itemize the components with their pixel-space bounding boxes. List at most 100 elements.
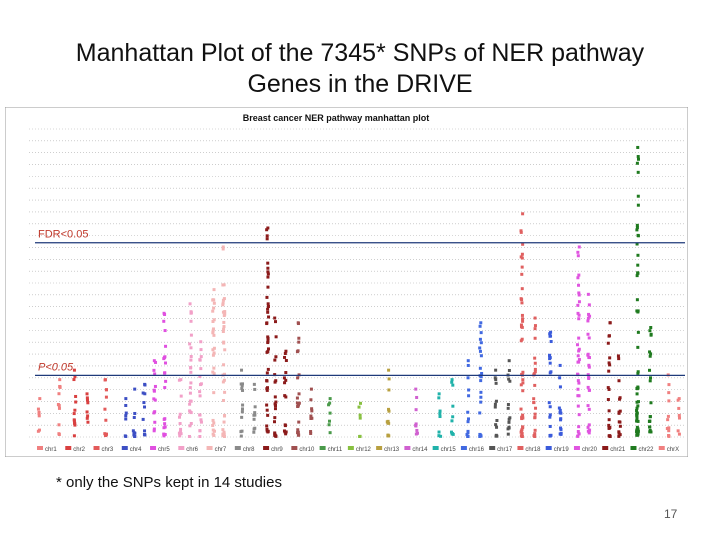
snp-point-chr6 [198,394,202,398]
snp-point-chr21 [607,387,611,391]
snp-point-chr18 [533,383,537,387]
snp-point-chr21 [618,397,622,401]
snp-point-chr9 [284,349,288,353]
snp-point-chr8 [240,429,244,433]
legend-swatch-chr20 [573,446,580,450]
snp-point-chr8 [240,407,244,411]
snp-point-chr6 [188,342,192,346]
snp-point-chr6 [189,333,193,337]
snp-point-chr6 [198,390,202,394]
legend-swatch-chr9 [263,446,270,450]
snp-point-chr17 [494,423,498,427]
snp-point-chr13 [387,409,391,413]
snp-point-chr7 [222,283,226,287]
snp-point-chr6 [189,370,193,374]
snp-point-chr10 [310,409,314,413]
chart-title: Breast cancer NER pathway manhattan plot [243,113,430,123]
snp-point-chr6 [178,434,182,438]
snp-point-chr21 [607,409,611,413]
snp-point-chrX [667,429,671,433]
snp-point-chr18 [533,416,537,420]
threshold-lines: FDR<0.05 P<0.05 [35,229,685,376]
snp-point-chr22 [649,376,653,380]
snp-point-chr9 [283,351,287,355]
snp-point-chr13 [386,419,390,423]
snp-point-chr16 [465,433,469,437]
snp-point-chr7 [211,348,215,352]
snp-point-chr4 [124,411,128,415]
snp-point-chr20 [586,319,590,323]
snp-point-chr13 [387,368,391,372]
legend-swatch-chr6 [178,446,185,450]
snp-point-chr17 [494,399,498,403]
snp-point-chr22 [635,418,639,422]
snp-point-chr16 [478,337,482,341]
snp-point-chr12 [358,434,362,438]
snp-point-chr17 [493,402,497,406]
snp-point-chr9 [265,408,269,412]
snp-point-chr4 [141,417,145,421]
legend-label-chr11: chr11 [328,447,343,453]
snp-point-chr6 [189,365,193,369]
snp-point-chr16 [466,359,470,363]
snp-point-chr22 [635,161,639,165]
snp-point-chr10 [310,407,314,411]
snp-point-chr14 [415,428,419,432]
snp-point-chr20 [577,317,581,321]
snp-point-chr4 [143,405,147,409]
snp-point-chr6 [199,348,203,352]
snp-point-chr9 [266,349,270,353]
snp-point-chr22 [649,401,653,405]
snp-point-chr18 [521,317,525,321]
snp-point-chr22 [635,406,639,410]
legend-label-chr13: chr13 [384,447,400,453]
snp-point-chr17 [494,378,498,382]
snp-point-chr20 [577,313,581,317]
snp-point-chr7 [211,331,215,335]
snp-point-chr9 [267,315,271,319]
snp-point-chr11 [328,401,332,405]
snp-point-chr6 [198,434,202,438]
snp-point-chr14 [415,395,419,399]
snp-point-chr2 [85,398,89,402]
snp-point-chr22 [635,223,639,227]
legend-label-chr9: chr9 [271,447,283,453]
snp-point-chr17 [507,368,511,372]
snp-point-chrX [677,406,681,410]
snp-point-chr18 [519,230,523,234]
snp-point-chr16 [466,434,470,438]
snp-point-chr22 [635,425,639,429]
snp-point-chr9 [266,266,270,270]
snp-point-chr1 [57,423,61,427]
snp-point-chr2 [72,412,76,416]
snp-point-chr22 [648,425,652,429]
snp-point-chr17 [508,416,512,420]
snp-point-chr19 [548,434,552,438]
snp-point-chr22 [635,386,639,390]
snp-point-chr7 [221,329,225,333]
snp-point-chr6 [189,311,193,315]
legend-label-chr12: chr12 [356,447,372,453]
snp-point-chr16 [478,411,482,415]
snp-point-chr5 [163,386,167,390]
snp-point-chr22 [648,379,652,383]
snp-point-chr20 [576,276,580,280]
snp-point-chr7 [221,245,225,249]
legend-label-chr20: chr20 [582,447,598,453]
snp-point-chr16 [479,321,483,325]
snp-point-chr21 [608,321,612,325]
snp-point-chr18 [533,316,537,320]
snp-point-chr22 [635,416,639,420]
snp-point-chr22 [636,271,640,275]
snp-point-chr8 [252,382,256,386]
snp-point-chrX [667,434,671,438]
snp-point-chr18 [533,432,537,436]
snp-point-chr5 [162,434,166,438]
snp-point-chr21 [618,396,622,400]
snp-point-chr21 [616,354,620,358]
legend-label-chr5: chr5 [158,447,170,453]
snp-point-chr1 [37,410,41,414]
snp-point-chr3 [104,388,108,392]
snp-point-chr7 [211,353,215,357]
snp-point-chr15 [438,412,442,416]
